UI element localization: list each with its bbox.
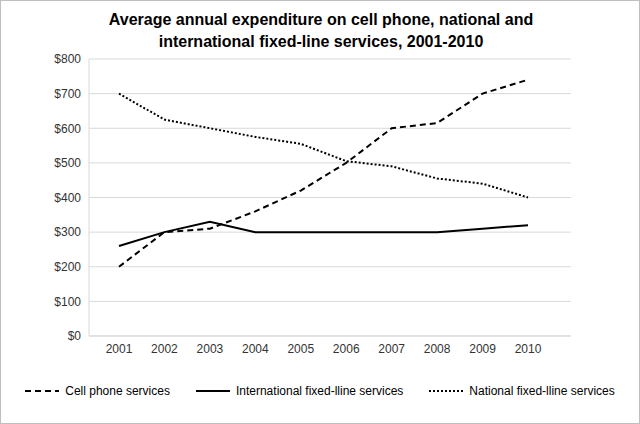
html-text:Average annual expenditure on: Average annual expenditure on cell phone… bbox=[108, 11, 534, 50]
svg-text:$500: $500 bbox=[54, 156, 81, 170]
svg-text:2001: 2001 bbox=[106, 342, 133, 356]
svg-text:$300: $300 bbox=[54, 225, 81, 239]
svg-text:2009: 2009 bbox=[469, 342, 496, 356]
svg-text:2005: 2005 bbox=[287, 342, 314, 356]
svg-text:2006: 2006 bbox=[333, 342, 360, 356]
svg-text:$400: $400 bbox=[54, 191, 81, 205]
svg-text:2004: 2004 bbox=[242, 342, 269, 356]
svg-text:$600: $600 bbox=[54, 122, 81, 136]
svg-text:$100: $100 bbox=[54, 295, 81, 309]
html-text:National fixed-lline services: National fixed-lline services bbox=[469, 384, 615, 398]
svg-text:2007: 2007 bbox=[378, 342, 405, 356]
html-text:Cell phone services: Cell phone services bbox=[65, 384, 170, 398]
svg-text:$0: $0 bbox=[68, 329, 82, 343]
html-text:International fixed-lline serv: International fixed-lline services bbox=[235, 384, 404, 398]
svg-text:$700: $700 bbox=[54, 87, 81, 101]
svg-text:$200: $200 bbox=[54, 260, 81, 274]
svg-text:2003: 2003 bbox=[197, 342, 224, 356]
svg-text:2008: 2008 bbox=[424, 342, 451, 356]
svg-text:2010: 2010 bbox=[515, 342, 542, 356]
svg-text:$800: $800 bbox=[54, 52, 81, 66]
svg-text:2002: 2002 bbox=[151, 342, 178, 356]
